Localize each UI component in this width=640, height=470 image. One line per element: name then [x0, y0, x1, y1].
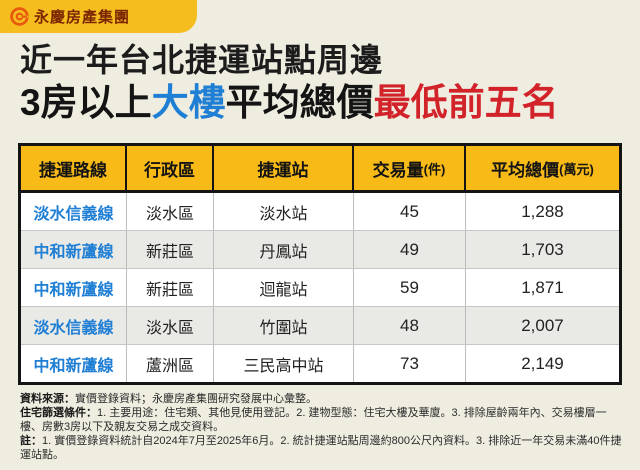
cell-mrt-line: 淡水信義線	[21, 307, 127, 344]
footnote-notes: 註：1. 實價登錄資料統計自2024年7月至2025年6月。2. 統計捷運站點周…	[20, 434, 628, 462]
cell-district: 新莊區	[127, 231, 214, 268]
col-header-label: 交易量	[372, 160, 424, 180]
cell-mrt-line: 中和新蘆線	[21, 269, 127, 306]
footnote-source: 資料來源：實價登錄資料；永慶房產集團研究發展中心彙整。	[20, 392, 628, 406]
table-row: 中和新蘆線 新莊區 丹鳳站 49 1,703	[21, 230, 619, 268]
col-header-station: 捷運站	[214, 146, 354, 190]
cell-avg-price: 1,288	[521, 201, 564, 221]
cell-station: 丹鳳站	[214, 231, 354, 268]
cell-avg-price: 2,007	[521, 315, 564, 335]
cell-mrt-line: 中和新蘆線	[21, 345, 127, 382]
cell-volume: 48	[354, 307, 466, 344]
footnote-label: 註：	[20, 435, 42, 447]
title-segment: 平均總價	[225, 82, 374, 123]
title-block: 近一年台北捷運站點周邊 3房以上大樓平均總價最低前五名	[20, 40, 628, 126]
footnote-text: 實價登錄資料；永慶房產集團研究發展中心彙整。	[75, 393, 317, 405]
title-segment: 大樓	[151, 82, 226, 123]
title-segment: 3房以上	[20, 82, 152, 123]
cell-avg-price: 1,703	[521, 239, 564, 259]
footnote-filter-criteria: 住宅篩選條件：1. 主要用途：住宅類、其他見使用登記。2. 建物型態：住宅大樓及…	[20, 406, 628, 434]
table-row: 淡水信義線 淡水區 淡水站 45 1,288	[21, 193, 619, 230]
page-title-line1: 近一年台北捷運站點周邊	[20, 42, 384, 78]
footnote-label: 資料來源：	[20, 393, 75, 405]
yungching-logo-icon	[10, 7, 29, 26]
ranking-table: 捷運路線 行政區 捷運站 交易量 (件) 平均總價 (萬元) 淡水信義線 淡水區 淡水站…	[18, 143, 622, 385]
cell-station: 三民高中站	[214, 345, 354, 382]
cell-mrt-line: 淡水信義線	[21, 193, 127, 230]
cell-station: 迴龍站	[214, 269, 354, 306]
cell-station: 竹圍站	[214, 307, 354, 344]
table-body: 淡水信義線 淡水區 淡水站 45 1,288 中和新蘆線 新莊區 丹鳳站 49 1,703 中和新蘆…	[21, 193, 619, 382]
title-segment: 最低前五名	[373, 82, 559, 123]
col-header-mrt-line: 捷運路線	[21, 146, 127, 190]
table-row: 中和新蘆線 新莊區 迴龍站 59 1,871	[21, 268, 619, 306]
cell-district: 淡水區	[127, 193, 214, 230]
cell-volume: 59	[354, 269, 466, 306]
table-header-row: 捷運路線 行政區 捷運站 交易量 (件) 平均總價 (萬元)	[21, 146, 619, 193]
footnote-text: 1. 主要用途：住宅類、其他見使用登記。2. 建物型態：住宅大樓及華廈。3. 排…	[20, 407, 607, 433]
table-row: 中和新蘆線 蘆洲區 三民高中站 73 2,149	[21, 344, 619, 382]
col-header-volume: 交易量 (件)	[354, 146, 466, 190]
cell-volume: 49	[354, 231, 466, 268]
col-header-suffix: (萬元)	[559, 161, 594, 177]
col-header-label: 捷運路線	[39, 160, 107, 180]
cell-mrt-line: 中和新蘆線	[21, 231, 127, 268]
col-header-label: 行政區	[144, 160, 195, 180]
footnote-label: 住宅篩選條件：	[20, 407, 97, 419]
col-header-avg-price: 平均總價 (萬元)	[466, 146, 619, 190]
footnotes: 資料來源：實價登錄資料；永慶房產集團研究發展中心彙整。 住宅篩選條件：1. 主要…	[20, 392, 628, 462]
page-title-line2: 3房以上大樓平均總價最低前五名	[20, 80, 628, 126]
brand-logo: 永慶房產集團	[0, 0, 197, 33]
cell-volume: 73	[354, 345, 466, 382]
col-header-label: 平均總價	[491, 160, 560, 180]
cell-station: 淡水站	[214, 193, 354, 230]
footnote-text: 1. 實價登錄資料統計自2024年7月至2025年6月。2. 統計捷運站點周邊約…	[20, 435, 622, 461]
brand-name: 永慶房產集團	[34, 9, 131, 26]
cell-district: 蘆洲區	[127, 345, 214, 382]
col-header-label: 捷運站	[257, 160, 309, 180]
cell-avg-price: 2,149	[521, 353, 564, 373]
col-header-district: 行政區	[127, 146, 214, 190]
col-header-suffix: (件)	[423, 161, 446, 177]
cell-avg-price: 1,871	[521, 277, 564, 297]
cell-volume: 45	[354, 193, 466, 230]
cell-district: 淡水區	[127, 307, 214, 344]
cell-district: 新莊區	[127, 269, 214, 306]
table-row: 淡水信義線 淡水區 竹圍站 48 2,007	[21, 306, 619, 344]
